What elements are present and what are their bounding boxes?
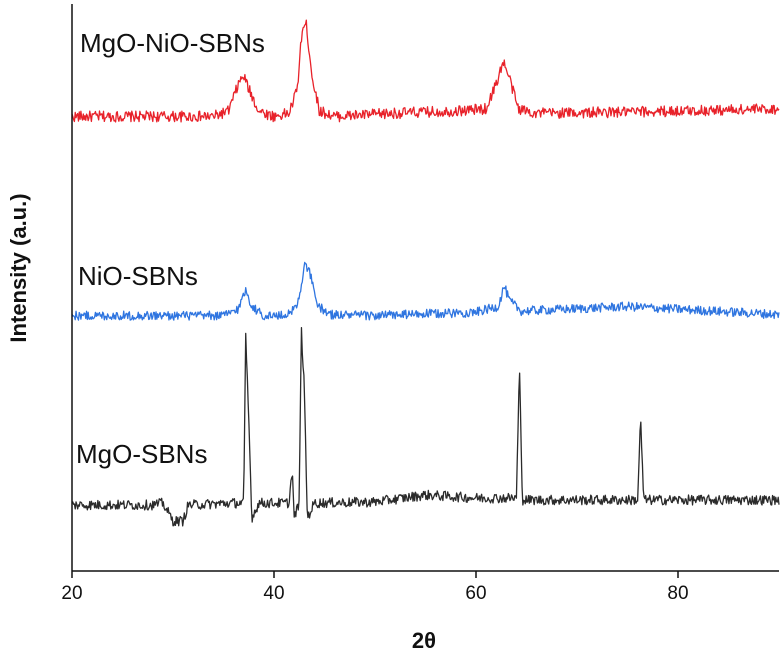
plot-area <box>71 19 780 527</box>
series-line-2 <box>71 261 780 321</box>
x-tick-label: 40 <box>263 583 284 604</box>
series-label-1: MgO-NiO-SBNs <box>80 28 265 58</box>
series-label-2: NiO-SBNs <box>78 261 198 291</box>
series-line-1 <box>71 19 780 123</box>
x-axis-title: 2θ <box>412 628 436 653</box>
y-axis-title: Intensity (a.u.) <box>6 193 31 342</box>
x-tick-label: 80 <box>667 583 688 604</box>
series-line-3 <box>71 326 780 527</box>
x-axis-ticks: 20 40 60 80 <box>61 571 689 604</box>
axes <box>71 4 779 572</box>
series-labels: MgO-NiO-SBNs NiO-SBNs MgO-SBNs <box>76 28 265 469</box>
series-label-3: MgO-SBNs <box>76 439 207 469</box>
x-tick-label: 60 <box>465 583 486 604</box>
x-tick-label: 20 <box>61 583 82 604</box>
